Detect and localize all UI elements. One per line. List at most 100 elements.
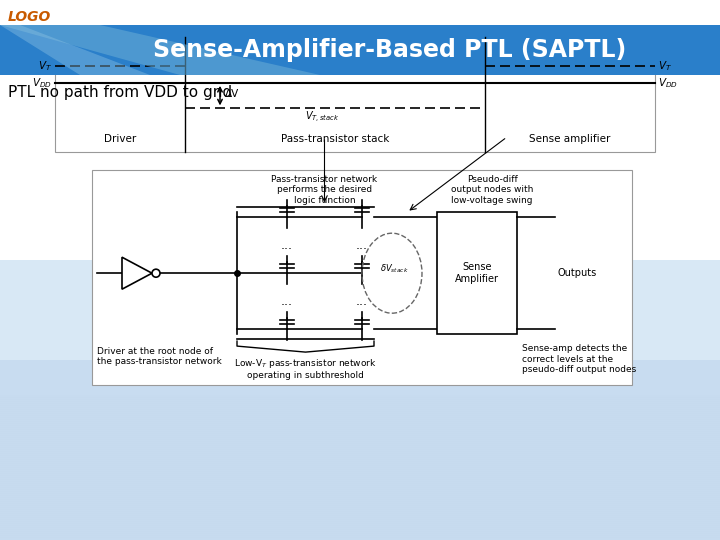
Bar	[0, 511, 720, 514]
Bar	[0, 473, 720, 476]
Bar	[0, 415, 720, 418]
Bar	[0, 475, 720, 478]
Bar	[0, 427, 720, 430]
Bar	[0, 407, 720, 410]
Bar	[0, 477, 720, 480]
Bar	[0, 25, 720, 75]
Text: Low-V$_T$ pass-transistor network
operating in subthreshold: Low-V$_T$ pass-transistor network operat…	[234, 357, 377, 381]
Bar	[0, 25, 720, 75]
Text: $V_T$: $V_T$	[38, 59, 52, 73]
Text: $V_{DD}$: $V_{DD}$	[658, 76, 678, 90]
Bar	[0, 411, 720, 414]
Polygon shape	[122, 257, 152, 289]
Text: Sense-Amplifier-Based PTL (SAPTL): Sense-Amplifier-Based PTL (SAPTL)	[153, 38, 626, 62]
Bar	[0, 417, 720, 420]
Bar	[0, 493, 720, 496]
Text: Driver: Driver	[104, 134, 136, 144]
Text: PTL no path from VDD to gnd: PTL no path from VDD to gnd	[8, 85, 232, 100]
Text: Sense amplifier: Sense amplifier	[529, 134, 611, 144]
Bar	[0, 485, 720, 488]
Bar	[0, 533, 720, 536]
Bar	[0, 523, 720, 526]
Bar	[92, 170, 632, 385]
Bar	[0, 481, 720, 484]
Text: $\delta V_{stack}$: $\delta V_{stack}$	[379, 263, 408, 275]
Bar	[0, 509, 720, 512]
Bar	[0, 340, 720, 540]
Text: $V_T$: $V_T$	[658, 59, 672, 73]
Bar	[437, 212, 517, 334]
Bar	[55, 37, 655, 152]
Bar	[0, 519, 720, 522]
Bar	[0, 435, 720, 438]
Bar	[0, 453, 720, 456]
Bar	[0, 260, 720, 360]
Text: Sense-amp detects the
correct levels at the
pseudo-diff output nodes: Sense-amp detects the correct levels at …	[522, 344, 636, 374]
Bar	[0, 505, 720, 508]
Bar	[0, 525, 720, 528]
Text: LOGO: LOGO	[8, 10, 51, 24]
Bar	[0, 447, 720, 450]
Bar	[0, 537, 720, 540]
Text: ...: ...	[356, 239, 368, 252]
Bar	[0, 499, 720, 502]
Text: ΔV: ΔV	[225, 89, 239, 99]
Bar	[0, 441, 720, 444]
Bar	[0, 517, 720, 520]
Text: $V_{DD}$: $V_{DD}$	[32, 76, 52, 90]
Bar	[0, 387, 720, 390]
Bar	[0, 413, 720, 416]
Bar	[0, 421, 720, 424]
Bar	[0, 429, 720, 432]
Bar	[0, 513, 720, 516]
Bar	[0, 457, 720, 460]
Text: Pass-transistor network
performs the desired
logic function: Pass-transistor network performs the des…	[271, 175, 377, 205]
Bar	[0, 515, 720, 518]
Text: Pseudo-diff
output nodes with
low-voltage swing: Pseudo-diff output nodes with low-voltag…	[451, 175, 534, 205]
Bar	[0, 463, 720, 466]
Bar	[0, 437, 720, 440]
Bar	[0, 391, 720, 394]
Bar	[0, 405, 720, 408]
Bar	[0, 497, 720, 500]
Bar	[0, 423, 720, 426]
Circle shape	[152, 269, 160, 277]
Text: ...: ...	[281, 295, 293, 308]
Bar	[0, 479, 720, 482]
Bar	[0, 469, 720, 472]
Bar	[0, 467, 720, 470]
Bar	[0, 495, 720, 498]
Polygon shape	[0, 25, 320, 75]
Bar	[0, 535, 720, 538]
Bar	[0, 503, 720, 506]
Bar	[0, 393, 720, 396]
Bar	[0, 471, 720, 474]
Bar	[0, 403, 720, 406]
Text: ...: ...	[281, 239, 293, 252]
Bar	[0, 379, 720, 382]
Bar	[0, 449, 720, 452]
Bar	[0, 529, 720, 532]
Bar	[0, 443, 720, 446]
Bar	[0, 491, 720, 494]
Bar	[0, 445, 720, 448]
Bar	[0, 439, 720, 442]
Polygon shape	[0, 25, 150, 75]
Bar	[0, 399, 720, 402]
Text: $V_{T,stack}$: $V_{T,stack}$	[305, 110, 340, 125]
Bar	[0, 397, 720, 400]
Bar	[0, 455, 720, 458]
Bar	[0, 389, 720, 392]
Bar	[0, 401, 720, 404]
Text: Sense
Amplifier: Sense Amplifier	[455, 262, 499, 284]
Bar	[0, 383, 720, 386]
Bar	[0, 451, 720, 454]
Bar	[0, 521, 720, 524]
Bar	[0, 489, 720, 492]
Text: Pass-transistor stack: Pass-transistor stack	[281, 134, 390, 144]
Bar	[0, 507, 720, 510]
Text: ...: ...	[356, 295, 368, 308]
Bar	[0, 501, 720, 504]
Bar	[0, 465, 720, 468]
Bar	[0, 419, 720, 422]
